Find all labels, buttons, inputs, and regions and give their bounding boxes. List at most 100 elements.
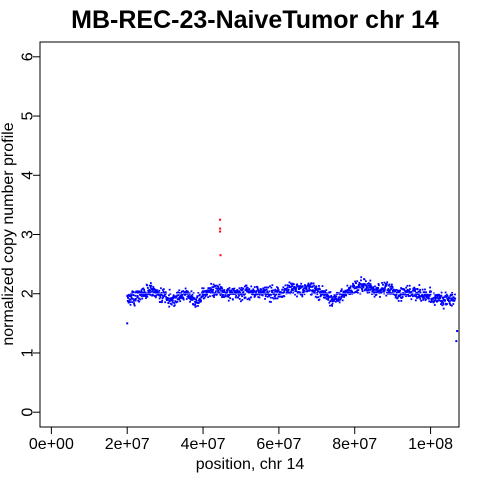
data-point (143, 288, 145, 291)
data-point (425, 296, 428, 299)
data-point (208, 289, 211, 292)
data-point (270, 286, 273, 289)
data-point (224, 294, 227, 296)
data-point (203, 296, 206, 299)
data-point (154, 289, 157, 291)
data-point (202, 291, 205, 294)
data-point (227, 295, 230, 298)
data-point (137, 299, 140, 302)
data-point (129, 301, 132, 304)
data-point (314, 295, 317, 298)
data-point (277, 290, 280, 292)
data-point (418, 290, 421, 293)
data-point (345, 291, 348, 293)
data-point (139, 294, 142, 297)
data-point (380, 288, 383, 291)
data-point (161, 299, 164, 302)
data-point (331, 302, 334, 305)
data-point (377, 283, 380, 285)
data-point (204, 293, 207, 296)
data-point (208, 291, 211, 294)
data-point (157, 291, 160, 294)
data-point (211, 286, 214, 288)
data-point (371, 290, 374, 293)
data-point (167, 302, 170, 304)
data-point (255, 292, 258, 295)
data-point (201, 287, 204, 290)
data-point (329, 291, 332, 293)
data-point (198, 294, 201, 297)
data-point (348, 292, 351, 294)
x-tick-label: 4e+07 (181, 436, 226, 453)
data-point (150, 290, 153, 293)
data-point (271, 284, 274, 287)
data-point (327, 298, 330, 301)
data-point (315, 287, 318, 290)
data-point (419, 298, 422, 300)
data-point (405, 295, 407, 298)
data-point (250, 285, 253, 288)
data-point (286, 286, 289, 289)
data-point (421, 293, 424, 296)
data-point (265, 288, 268, 291)
data-point (274, 295, 276, 298)
data-point (141, 297, 144, 300)
data-point (226, 295, 229, 298)
data-point (218, 283, 221, 286)
data-point (268, 300, 271, 303)
data-point (381, 287, 384, 290)
data-point (417, 296, 420, 299)
data-point (385, 294, 388, 297)
data-point (152, 291, 155, 294)
data-point (138, 300, 141, 303)
data-point (360, 285, 363, 288)
data-point (399, 294, 402, 296)
data-point (336, 291, 338, 294)
data-point (188, 296, 191, 298)
data-point (191, 297, 193, 300)
data-point (440, 294, 443, 297)
data-point (200, 295, 203, 298)
data-point (296, 292, 299, 295)
data-point (201, 292, 203, 295)
data-point (406, 284, 409, 287)
data-point (436, 300, 439, 302)
data-point (173, 304, 176, 307)
data-point (428, 291, 431, 293)
data-point (361, 284, 364, 287)
data-point (276, 286, 278, 288)
data-point (451, 291, 454, 294)
data-point (311, 285, 314, 288)
data-point (370, 286, 373, 289)
data-point (405, 286, 408, 289)
data-point (446, 294, 449, 297)
data-point (180, 290, 183, 293)
data-point (402, 288, 405, 291)
data-point (442, 307, 445, 310)
data-point (432, 297, 435, 299)
data-point (246, 298, 249, 301)
data-point (310, 282, 313, 285)
data-point (450, 297, 452, 300)
data-point (423, 294, 425, 297)
data-point (253, 286, 256, 288)
data-point (313, 287, 316, 290)
data-point (128, 298, 131, 301)
data-point (158, 294, 160, 297)
data-point (300, 286, 303, 289)
data-point (279, 295, 281, 298)
data-point (198, 299, 200, 302)
data-point (131, 297, 133, 300)
data-point (289, 282, 292, 285)
data-point (138, 291, 141, 294)
data-point (406, 290, 409, 293)
data-point (339, 298, 341, 301)
data-point (360, 276, 363, 279)
data-point (351, 290, 353, 293)
data-point (276, 289, 279, 291)
data-point (330, 295, 333, 298)
data-point (254, 293, 257, 296)
data-point (291, 288, 293, 290)
data-point (417, 293, 420, 296)
